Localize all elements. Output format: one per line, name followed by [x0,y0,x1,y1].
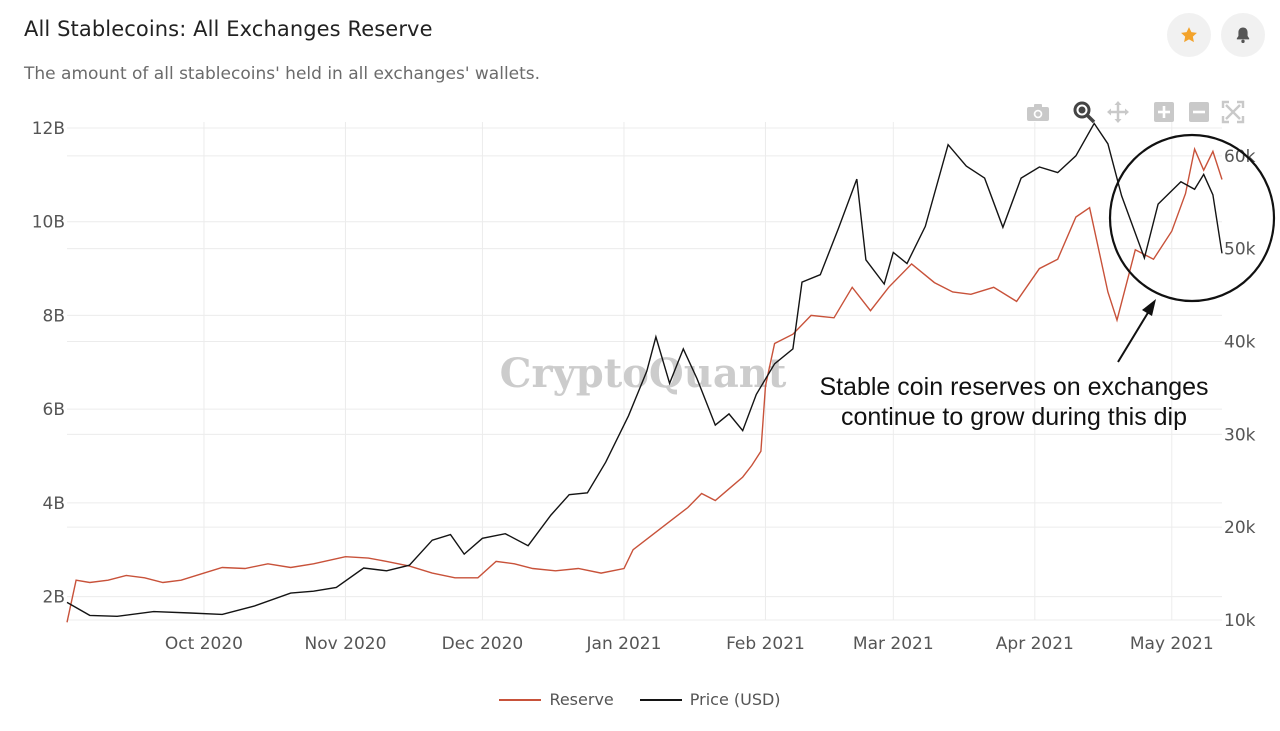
right-tick-label: 30k [1224,425,1256,445]
page-title: All Stablecoins: All Exchanges Reserve [24,17,433,41]
legend-item-price[interactable]: Price (USD) [639,690,781,709]
annotation-line-2: continue to grow during this dip [840,403,1188,431]
vertical-gridlines [203,122,1173,620]
legend-swatch-reserve [499,698,542,701]
right-axis-ticks: 10k 20k 30k 40k 50k 60k [1224,147,1256,631]
camera-icon[interactable] [1024,98,1052,126]
highlight-circle [1108,133,1276,303]
left-tick-label: 8B [43,306,65,326]
right-tick-label: 50k [1224,240,1256,260]
right-tick-label: 60k [1224,147,1256,167]
x-tick-label: Dec 2020 [442,634,524,654]
favorite-button[interactable] [1167,13,1211,57]
legend-swatch-price [639,698,682,701]
x-axis-ticks: Oct 2020 Nov 2020 Dec 2020 Jan 2021 Feb 2021… [165,634,1214,654]
annotation-arrow [1117,310,1150,363]
left-tick-label: 6B [43,400,65,420]
zoom-out-icon[interactable] [1185,98,1213,126]
legend-item-reserve[interactable]: Reserve [499,690,614,709]
zoom-in-icon[interactable] [1150,98,1178,126]
reserve-line[interactable] [66,146,1223,623]
left-tick-label: 12B [32,119,65,139]
watermark: CryptoQuant [500,350,787,397]
annotation-text: Stable coin reserves on exchanges contin… [800,372,1228,432]
star-icon [1181,27,1197,43]
left-tick-label: 2B [43,588,65,608]
right-tick-label: 40k [1224,333,1256,353]
price-line[interactable] [66,122,1223,618]
left-axis-ticks: 2B 4B 6B 8B 10B 12B [32,119,65,608]
bell-icon [1236,27,1250,43]
x-tick-label: Feb 2021 [726,634,805,654]
pan-icon[interactable] [1104,98,1132,126]
x-tick-label: Apr 2021 [996,634,1074,654]
autoscale-icon[interactable] [1219,98,1247,126]
x-tick-label: Mar 2021 [853,634,934,654]
left-tick-label: 10B [32,213,65,233]
zoom-icon[interactable] [1070,98,1098,126]
annotation-line-1: Stable coin reserves on exchanges [819,373,1209,401]
x-tick-label: Oct 2020 [165,634,243,654]
x-tick-label: Jan 2021 [586,634,662,654]
x-tick-label: May 2021 [1130,634,1214,654]
right-tick-label: 10k [1224,611,1256,631]
x-tick-label: Nov 2020 [305,634,387,654]
horizontal-gridlines [67,127,1222,621]
legend-label-price: Price (USD) [689,690,781,709]
arrow-head [1142,299,1156,316]
left-tick-label: 4B [43,494,65,514]
chart-legend: Reserve Price (USD) [0,690,1280,709]
right-tick-label: 20k [1224,518,1256,538]
legend-label-reserve: Reserve [549,690,614,709]
page-subtitle: The amount of all stablecoins' held in a… [24,64,541,84]
notifications-button[interactable] [1221,13,1265,57]
